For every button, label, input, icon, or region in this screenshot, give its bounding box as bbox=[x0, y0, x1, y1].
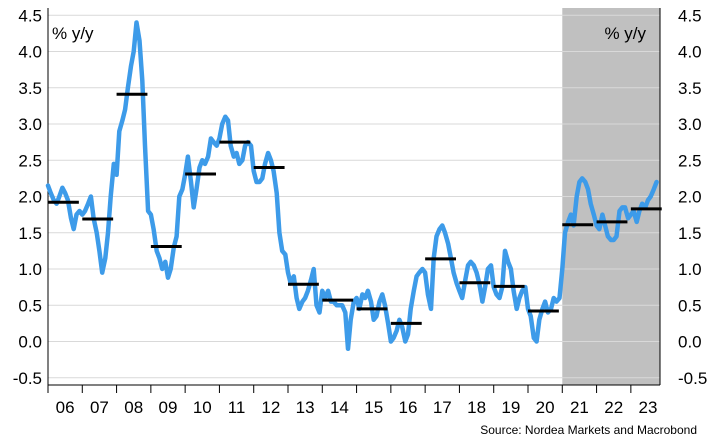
source-note: Source: Nordea Markets and Macrobond bbox=[480, 423, 697, 437]
series-layer bbox=[45, 20, 659, 352]
y-tick-label-right: 4.0 bbox=[678, 43, 702, 62]
x-tick-label: 22 bbox=[604, 398, 623, 417]
axes bbox=[47, 8, 661, 386]
y-tick-label-right: 2.5 bbox=[678, 151, 702, 170]
x-tick-label: 11 bbox=[228, 398, 246, 417]
x-tick-label: 13 bbox=[296, 398, 315, 417]
y-tick-label-left: 4.5 bbox=[18, 6, 42, 25]
y-tick-label-left: 3.5 bbox=[18, 79, 42, 98]
x-tick-label: 08 bbox=[124, 398, 143, 417]
y-tick-label-left: 1.0 bbox=[18, 260, 42, 279]
x-tick-label: 16 bbox=[399, 398, 418, 417]
x-tick-label: 15 bbox=[364, 398, 383, 417]
y-tick-label-right: 3.0 bbox=[678, 115, 702, 134]
series-line bbox=[45, 20, 659, 352]
y-tick-label-left: 2.5 bbox=[18, 151, 42, 170]
y-axis-left-ticks: -0.5 0.0 0.5 1.0 1.5 2.0 2.5 3.0 3.5 4.0 4.5 bbox=[13, 6, 42, 388]
x-tick-label: 09 bbox=[159, 398, 178, 417]
y-tick-label-left: 3.0 bbox=[18, 115, 42, 134]
y-axis-right-ticks: -0.5 0.0 0.5 1.0 1.5 2.0 2.5 3.0 3.5 4.0 4.5 bbox=[678, 6, 707, 388]
y-tick-label-right: 0.5 bbox=[678, 296, 702, 315]
y-tick-label-right: 4.5 bbox=[678, 6, 702, 25]
y-tick-label-right: 1.0 bbox=[678, 260, 702, 279]
x-tick-label: 14 bbox=[330, 398, 349, 417]
y-tick-label-left: 1.5 bbox=[18, 224, 42, 243]
x-tick-label: 23 bbox=[639, 398, 658, 417]
x-tick-label: 17 bbox=[433, 398, 452, 417]
y-tick-label-left: 0.0 bbox=[18, 333, 42, 352]
x-tick-label: 20 bbox=[536, 398, 555, 417]
x-tick-label: 19 bbox=[501, 398, 520, 417]
y-tick-label-left: 0.5 bbox=[18, 296, 42, 315]
x-tick-label: 06 bbox=[56, 398, 75, 417]
x-tick-label: 12 bbox=[261, 398, 280, 417]
period-average-markers bbox=[48, 92, 662, 325]
y-tick-label-left: 2.0 bbox=[18, 188, 42, 207]
y-tick-label-right: -0.5 bbox=[678, 369, 707, 388]
x-tick-label: 07 bbox=[90, 398, 109, 417]
y-tick-label-right: 2.0 bbox=[678, 188, 702, 207]
y-tick-label-right: 3.5 bbox=[678, 79, 702, 98]
x-tick-label: 18 bbox=[467, 398, 486, 417]
y-unit-label-left: % y/y bbox=[52, 24, 94, 43]
y-tick-label-right: 0.0 bbox=[678, 333, 702, 352]
x-axis-ticks: 06 07 08 09 10 11 12 13 14 15 16 17 18 19 20 21 22 23 bbox=[47, 385, 658, 417]
y-tick-label-left: -0.5 bbox=[13, 369, 42, 388]
y-unit-label-right: % y/y bbox=[604, 24, 646, 43]
y-tick-label-left: 4.0 bbox=[18, 43, 42, 62]
x-tick-label: 10 bbox=[193, 398, 212, 417]
x-tick-label: 21 bbox=[570, 398, 589, 417]
y-tick-label-right: 1.5 bbox=[678, 224, 702, 243]
